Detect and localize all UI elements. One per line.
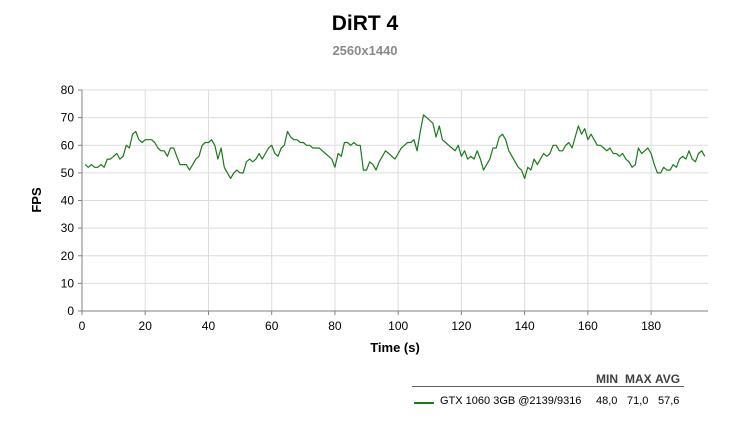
y-tick-label: 0 [67, 304, 74, 318]
x-tick-label: 40 [202, 319, 216, 333]
chart-title: DiRT 4 [331, 12, 399, 35]
tick-labels: 0 10 20 30 40 50 60 70 80 0 20 40 60 80 100 120 140 160 18… [61, 83, 662, 333]
legend-header-avg: AVG [655, 372, 681, 386]
y-tick-label: 80 [61, 83, 75, 97]
grid-lines [82, 89, 708, 311]
x-tick-label: 0 [79, 319, 86, 333]
y-tick-label: 40 [61, 194, 75, 208]
y-tick-label: 30 [61, 221, 75, 235]
y-axis-label: FPS [29, 187, 44, 213]
x-tick-label: 180 [641, 319, 661, 333]
x-tick-label: 80 [328, 319, 342, 333]
series-layer [84, 114, 706, 179]
legend-avg-value: 57,6 [658, 395, 680, 407]
y-tick-label: 20 [61, 249, 75, 263]
x-tick-label: 120 [451, 319, 471, 333]
y-tick-label: 60 [61, 138, 75, 152]
legend-series-name: GTX 1060 3GB @2139/9316 [440, 395, 582, 407]
y-tick-label: 70 [61, 111, 75, 125]
legend-swatch [414, 402, 434, 404]
series-line [84, 114, 706, 179]
x-axis-label: Time (s) [370, 340, 420, 355]
legend-divider [412, 386, 684, 387]
x-tick-label: 100 [388, 319, 408, 333]
x-tick-label: 60 [265, 319, 279, 333]
x-tick-label: 140 [515, 319, 535, 333]
y-tick-label: 50 [61, 166, 75, 180]
legend-header-min: MIN [596, 372, 618, 386]
chart-subtitle: 2560x1440 [332, 43, 398, 58]
legend-header-max: MAX [625, 372, 652, 386]
axes [78, 89, 708, 315]
x-tick-label: 160 [578, 319, 598, 333]
legend-max-value: 71,0 [627, 395, 649, 407]
x-tick-label: 20 [139, 319, 153, 333]
legend-min-value: 48,0 [596, 395, 618, 407]
y-tick-label: 10 [61, 276, 75, 290]
